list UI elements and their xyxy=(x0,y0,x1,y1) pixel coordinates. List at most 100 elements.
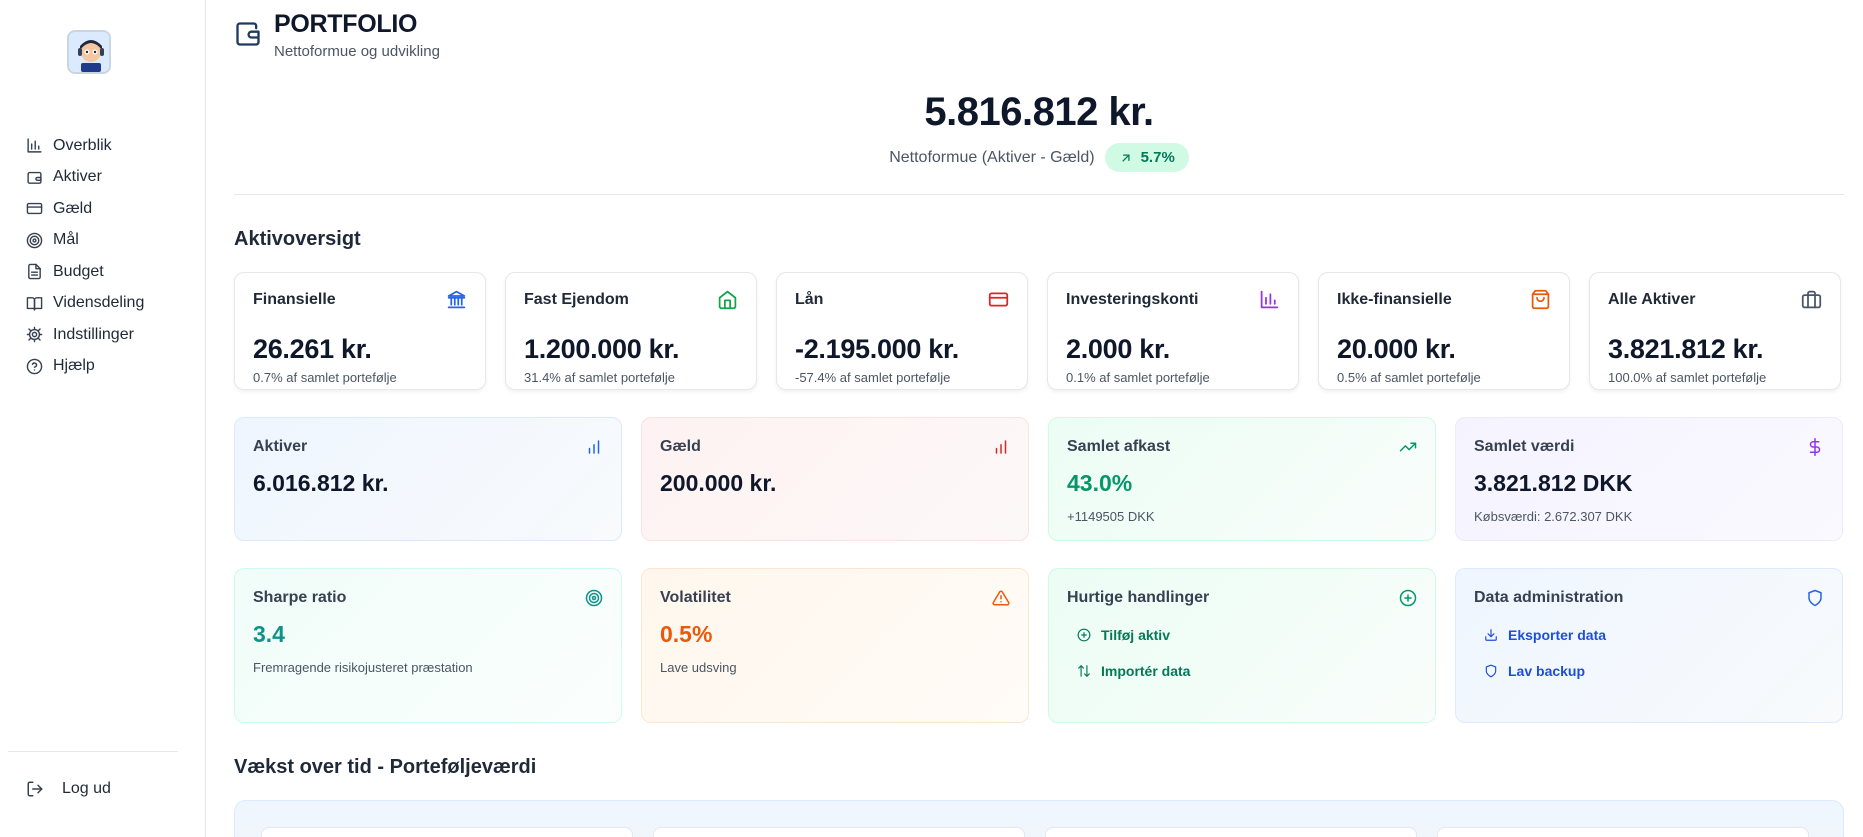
sidebar-nav: Overblik Aktiver Gæld Mål Budget Vidensd… xyxy=(26,130,144,382)
sidebar-item-maal[interactable]: Mål xyxy=(26,225,144,257)
asset-overview-title: Aktivoversigt xyxy=(234,228,361,250)
page-subtitle: Nettoformue og udvikling xyxy=(274,43,440,60)
sidebar-item-label: Indstillinger xyxy=(53,325,134,343)
home-icon xyxy=(718,290,737,310)
sidebar-item-label: Hjælp xyxy=(53,357,95,375)
sidebar-item-label: Overblik xyxy=(53,136,112,154)
dollar-icon xyxy=(1809,438,1821,456)
growth-chart-container xyxy=(234,800,1844,837)
sidebar-item-overblik[interactable]: Overblik xyxy=(26,130,144,162)
summary-card-name: Aktiver xyxy=(253,438,308,455)
asset-card-fast-ejendom[interactable]: Fast Ejendom 1.200.000 kr. 31.4% af saml… xyxy=(505,272,757,390)
asset-card-finansielle[interactable]: Finansielle 26.261 kr. 0.7% af samlet po… xyxy=(234,272,486,390)
summary-card-samlet-afkast: Samlet afkast 43.0% +1149505 DKK xyxy=(1048,417,1436,541)
add-asset-button[interactable]: Tilføj aktiv xyxy=(1067,627,1417,643)
avatar-logo-icon xyxy=(69,32,109,72)
summary-card-aktiver: Aktiver 6.016.812 kr. xyxy=(234,417,622,541)
growth-panel xyxy=(1045,827,1417,837)
networth-change-value: 5.7% xyxy=(1140,149,1175,166)
asset-overview-cards: Finansielle 26.261 kr. 0.7% af samlet po… xyxy=(234,272,1844,390)
asset-card-name: Finansielle xyxy=(253,291,336,308)
summary-card-gaeld: Gæld 200.000 kr. xyxy=(641,417,1029,541)
gear-icon xyxy=(26,326,43,343)
sidebar-item-aktiver[interactable]: Aktiver xyxy=(26,162,144,194)
asset-card-value: 3.821.812 kr. xyxy=(1608,334,1764,364)
asset-card-pct: 31.4% af samlet portefølje xyxy=(524,370,676,385)
asset-card-name: Investeringskonti xyxy=(1066,291,1199,308)
summary-card-samlet-vaerdi: Samlet værdi 3.821.812 DKK Købsværdi: 2.… xyxy=(1455,417,1843,541)
asset-card-ikke-finansielle[interactable]: Ikke-finansielle 20.000 kr. 0.5% af saml… xyxy=(1318,272,1570,390)
trending-up-icon xyxy=(1399,442,1417,452)
asset-card-name: Alle Aktiver xyxy=(1608,291,1696,308)
export-data-button[interactable]: Eksporter data xyxy=(1474,627,1824,643)
sidebar-item-label: Gæld xyxy=(53,199,93,217)
summary-card-value: 3.821.812 DKK xyxy=(1474,470,1633,496)
app-logo[interactable] xyxy=(67,30,111,74)
asset-card-alle-aktiver[interactable]: Alle Aktiver 3.821.812 kr. 100.0% af sam… xyxy=(1589,272,1841,390)
metric-card-name: Sharpe ratio xyxy=(253,589,347,606)
metric-card-sub: Fremragende risikojusteret præstation xyxy=(253,660,473,675)
shield-icon xyxy=(1808,589,1822,607)
book-icon xyxy=(26,296,43,311)
arrow-up-down-icon xyxy=(1078,665,1090,677)
help-circle-icon xyxy=(26,358,43,375)
asset-card-value: 2.000 kr. xyxy=(1066,334,1170,364)
bank-icon xyxy=(447,290,466,309)
wallet-icon xyxy=(236,22,260,46)
asset-card-laan[interactable]: Lån -2.195.000 kr. -57.4% af samlet port… xyxy=(776,272,1028,390)
data-admin-title: Data administration xyxy=(1474,589,1624,606)
main-content: PORTFOLIO Nettoformue og udvikling 5.816… xyxy=(234,0,1844,837)
asset-card-pct: 0.7% af samlet portefølje xyxy=(253,370,397,385)
import-data-button[interactable]: Importér data xyxy=(1067,663,1417,679)
summary-card-value: 200.000 kr. xyxy=(660,470,777,496)
asset-card-pct: 100.0% af samlet portefølje xyxy=(1608,370,1767,385)
asset-card-pct: 0.5% af samlet portefølje xyxy=(1337,370,1481,385)
target-icon xyxy=(585,589,603,607)
metric-card-sharpe: Sharpe ratio 3.4 Fremragende risikojuste… xyxy=(234,568,622,723)
sidebar-item-label: Vidensdeling xyxy=(53,294,145,312)
backup-label: Lav backup xyxy=(1508,663,1586,679)
summary-card-value: 6.016.812 kr. xyxy=(253,470,389,496)
sidebar-item-budget[interactable]: Budget xyxy=(26,256,144,288)
metric-card-sub: Lave udsving xyxy=(660,660,737,675)
logout-button[interactable]: Log ud xyxy=(26,780,111,798)
page-title: PORTFOLIO xyxy=(274,10,418,38)
logout-icon xyxy=(27,781,43,797)
summary-cards: Aktiver 6.016.812 kr. Gæld 200.000 kr. S… xyxy=(234,417,1844,541)
arrow-up-right-icon xyxy=(1122,153,1130,162)
sidebar-item-label: Mål xyxy=(53,231,79,249)
plus-circle-icon xyxy=(1399,589,1417,607)
asset-card-value: 1.200.000 kr. xyxy=(524,334,680,364)
summary-card-name: Samlet afkast xyxy=(1067,438,1171,455)
sidebar-item-label: Budget xyxy=(53,262,104,280)
bar-chart-icon xyxy=(27,138,42,153)
sidebar: Overblik Aktiver Gæld Mål Budget Vidensd… xyxy=(0,0,206,837)
briefcase-icon xyxy=(1801,290,1822,309)
sidebar-item-indstillinger[interactable]: Indstillinger xyxy=(26,319,144,351)
quick-actions-card: Hurtige handlinger Tilføj aktiv Importér… xyxy=(1048,568,1436,723)
divider xyxy=(234,194,1844,195)
asset-card-investeringskonti[interactable]: Investeringskonti 2.000 kr. 0.1% af saml… xyxy=(1047,272,1299,390)
credit-card-icon xyxy=(988,292,1009,307)
sidebar-item-label: Aktiver xyxy=(53,168,102,186)
plus-circle-icon xyxy=(1077,628,1091,642)
bar-chart-icon xyxy=(588,440,600,454)
download-icon xyxy=(1485,629,1497,641)
asset-card-pct: 0.1% af samlet portefølje xyxy=(1066,370,1210,385)
asset-card-value: 20.000 kr. xyxy=(1337,334,1456,364)
metric-card-name: Volatilitet xyxy=(660,589,731,606)
quick-actions-title: Hurtige handlinger xyxy=(1067,589,1210,606)
summary-card-sub: Købsværdi: 2.672.307 DKK xyxy=(1474,509,1633,524)
sidebar-item-gaeld[interactable]: Gæld xyxy=(26,193,144,225)
warning-icon xyxy=(992,590,1010,606)
summary-card-sub: +1149505 DKK xyxy=(1067,509,1155,524)
export-data-label: Eksporter data xyxy=(1508,627,1607,643)
shield-icon xyxy=(1485,664,1497,678)
networth-label: Nettoformue (Aktiver - Gæld) xyxy=(889,148,1095,166)
bar-chart-icon xyxy=(995,440,1007,454)
growth-panel xyxy=(1437,827,1809,837)
sidebar-item-vidensdeling[interactable]: Vidensdeling xyxy=(26,288,144,320)
file-text-icon xyxy=(28,263,41,280)
sidebar-item-hjaelp[interactable]: Hjælp xyxy=(26,351,144,383)
backup-button[interactable]: Lav backup xyxy=(1474,663,1824,679)
